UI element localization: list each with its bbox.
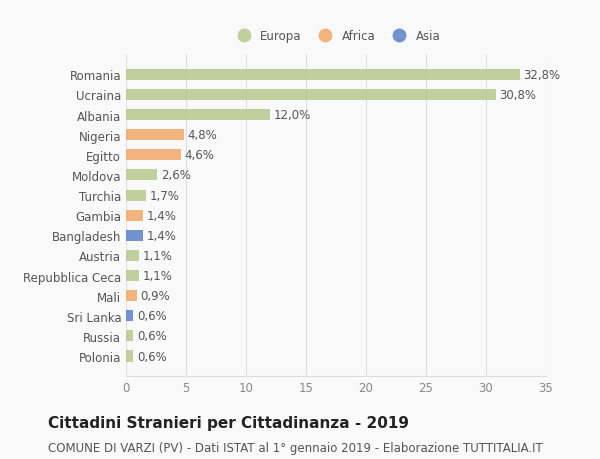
Bar [126,330,133,341]
Text: 4,6%: 4,6% [185,149,215,162]
Text: 30,8%: 30,8% [499,89,536,102]
Bar [126,90,496,101]
Text: 4,8%: 4,8% [187,129,217,142]
Text: 1,1%: 1,1% [143,269,173,282]
Bar [126,70,520,81]
Bar [126,150,181,161]
Text: 1,4%: 1,4% [146,209,176,222]
Text: COMUNE DI VARZI (PV) - Dati ISTAT al 1° gennaio 2019 - Elaborazione TUTTITALIA.I: COMUNE DI VARZI (PV) - Dati ISTAT al 1° … [48,441,543,453]
Text: 32,8%: 32,8% [523,69,560,82]
Text: 0,6%: 0,6% [137,310,167,323]
Bar [126,250,139,262]
Bar [126,170,157,181]
Bar [126,110,270,121]
Text: 1,4%: 1,4% [146,230,176,242]
Bar [126,270,139,281]
Bar [126,130,184,141]
Bar [126,210,143,221]
Text: Cittadini Stranieri per Cittadinanza - 2019: Cittadini Stranieri per Cittadinanza - 2… [48,415,409,431]
Text: 1,7%: 1,7% [150,189,180,202]
Text: 12,0%: 12,0% [274,109,311,122]
Text: 0,6%: 0,6% [137,350,167,363]
Bar [126,311,133,322]
Legend: Europa, Africa, Asia: Europa, Africa, Asia [227,26,445,48]
Bar [126,291,137,302]
Bar [126,190,146,201]
Text: 2,6%: 2,6% [161,169,191,182]
Bar [126,230,143,241]
Text: 1,1%: 1,1% [143,249,173,263]
Text: 0,6%: 0,6% [137,330,167,343]
Text: 0,9%: 0,9% [140,290,170,302]
Bar [126,351,133,362]
